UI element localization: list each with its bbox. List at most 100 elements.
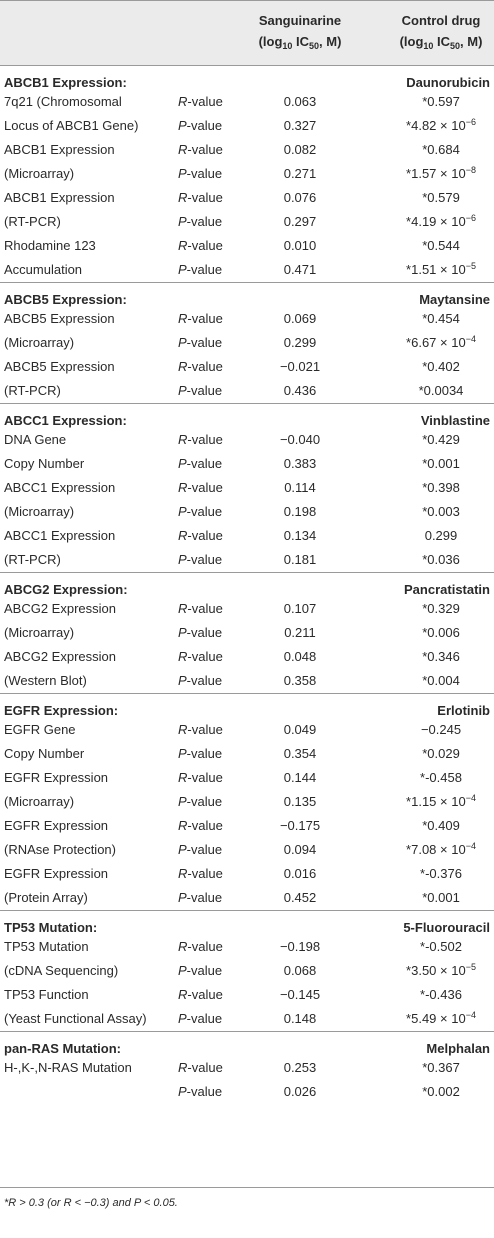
sanguinarine-value: 0.144 [283, 770, 317, 785]
stat-type: P-value [178, 548, 222, 572]
table-section: ABCB1 Expression: Daunorubicin 7q21 (Chrom… [0, 66, 494, 282]
section-header: ABCG2 Expression: Pancratistatin [0, 573, 494, 597]
row-label: ABCB5 Expression [4, 311, 115, 326]
table-row: ABCB5 Expression R-value −0.021 *0.402 [0, 355, 494, 379]
stat-suffix: -value [186, 673, 223, 688]
sanguinarine-value: 0.048 [283, 649, 317, 664]
table-row: H-,K-,N-RAS Mutation R-value 0.253 *0.367 [0, 1056, 494, 1080]
control-value-text: *0.579 [422, 190, 460, 205]
table-row: Rhodamine 123 R-value 0.010 *0.544 [0, 234, 494, 258]
control-value-text: *1.57 × 10 [406, 166, 466, 181]
control-value-text: −0.245 [420, 722, 462, 737]
control-value-text: *0.684 [422, 142, 460, 157]
control-value-text: *1.51 × 10 [406, 262, 466, 277]
stat-letter: P [178, 552, 187, 567]
stat-type: R-value [178, 645, 223, 669]
table-row: 7q21 (Chromosomal R-value 0.063 *0.597 [0, 90, 494, 114]
stat-type: P-value [178, 331, 222, 355]
table-row: (Microarray) P-value 0.211 *0.006 [0, 621, 494, 645]
control-value: *0.001 [388, 452, 494, 476]
stat-letter: R [178, 480, 188, 495]
control-value: *5.49 × 10−4 [388, 1007, 494, 1032]
table-row: ABCB1 Expression R-value 0.076 *0.579 [0, 186, 494, 210]
header-sanguinarine-title: Sanguinarine [258, 13, 342, 28]
control-value-text: *0.006 [422, 625, 460, 640]
control-value-exponent: −5 [465, 962, 476, 972]
row-label: Accumulation [4, 262, 83, 277]
section-header: ABCB5 Expression: Maytansine [0, 283, 494, 307]
control-value: *-0.376 [388, 862, 494, 886]
stat-suffix: -value [187, 601, 223, 616]
stat-suffix: -value [187, 1060, 223, 1075]
control-value-text: *3.50 × 10 [406, 963, 466, 978]
row-label: (RNAse Protection) [4, 842, 116, 857]
table-row: Copy Number P-value 0.383 *0.001 [0, 452, 494, 476]
control-value-exponent: −4 [465, 1010, 476, 1020]
control-drug-name: Daunorubicin [406, 75, 490, 90]
table-row: ABCB1 Expression R-value 0.082 *0.684 [0, 138, 494, 162]
stat-letter: P [178, 166, 187, 181]
control-value-text: *5.49 × 10 [406, 1011, 466, 1026]
stat-type: R-value [178, 814, 223, 838]
control-value: *1.57 × 10−8 [388, 162, 494, 187]
stat-letter: P [178, 1084, 187, 1099]
stat-type: P-value [178, 1007, 222, 1031]
control-value-exponent: −5 [465, 261, 476, 271]
control-value: *0.544 [388, 234, 494, 258]
stat-suffix: -value [186, 890, 223, 905]
sanguinarine-value: −0.021 [279, 359, 321, 374]
control-value: *0.003 [388, 500, 494, 524]
table-row: (Protein Array) P-value 0.452 *0.001 [0, 886, 494, 910]
row-label: (Microarray) [4, 625, 75, 640]
control-value-text: *0.398 [422, 480, 460, 495]
table-row: (Microarray) P-value 0.198 *0.003 [0, 500, 494, 524]
stat-letter: R [178, 939, 188, 954]
control-value: *0.004 [388, 669, 494, 693]
control-value-text: *7.08 × 10 [406, 842, 466, 857]
sanguinarine-value: 0.094 [283, 842, 317, 857]
table-row: TP53 Function R-value −0.145 *-0.436 [0, 983, 494, 1007]
section-title: EGFR Expression: [4, 703, 119, 718]
unit-pre: (log [399, 34, 424, 49]
table-header: Sanguinarine (log10 IC50, M) Control dru… [0, 0, 494, 66]
section-header: TP53 Mutation: 5-Fluorouracil [0, 911, 494, 935]
control-value: *0.0034 [388, 379, 494, 403]
control-value-text: *0.367 [422, 1060, 460, 1075]
control-value: *0.002 [388, 1080, 494, 1104]
table-row: ABCB5 Expression R-value 0.069 *0.454 [0, 307, 494, 331]
table-row: (Yeast Functional Assay) P-value 0.148 *5.4… [0, 1007, 494, 1031]
row-label: H-,K-,N-RAS Mutation [4, 1060, 132, 1075]
stat-type: R-value [178, 307, 223, 331]
control-value-exponent: −4 [465, 793, 476, 803]
control-value-text: *0.544 [422, 238, 460, 253]
stat-suffix: -value [186, 504, 223, 519]
stat-letter: R [178, 432, 188, 447]
control-value-text: *0.597 [422, 94, 460, 109]
sanguinarine-value: 0.253 [283, 1060, 317, 1075]
row-label: (Western Blot) [4, 673, 87, 688]
control-value: *0.429 [388, 428, 494, 452]
control-value-text: *-0.502 [420, 939, 462, 954]
sanguinarine-value: 0.354 [283, 746, 317, 761]
control-value-text: *0.003 [422, 504, 460, 519]
stat-suffix: -value [187, 432, 223, 447]
row-label: TP53 Function [4, 987, 89, 1002]
stat-letter: P [178, 625, 187, 640]
row-label: 7q21 (Chromosomal [4, 94, 122, 109]
section-title: ABCC1 Expression: [4, 413, 127, 428]
control-value-text: *0.346 [422, 649, 460, 664]
table-section: pan-RAS Mutation: Melphalan H-,K-,N-RAS Mu… [0, 1031, 494, 1104]
stat-type: P-value [178, 838, 222, 862]
control-value: *0.036 [388, 548, 494, 572]
stat-letter: R [178, 818, 188, 833]
row-label: (RT-PCR) [4, 552, 61, 567]
stat-letter: R [178, 601, 188, 616]
stat-letter: R [178, 649, 188, 664]
control-value-exponent: −6 [465, 213, 476, 223]
table-row: (RT-PCR) P-value 0.297 *4.19 × 10−6 [0, 210, 494, 234]
table-body: ABCB1 Expression: Daunorubicin 7q21 (Chrom… [0, 66, 494, 1104]
table-row: Accumulation P-value 0.471 *1.51 × 10−5 [0, 258, 494, 282]
stat-letter: P [178, 456, 187, 471]
stat-suffix: -value [186, 552, 223, 567]
